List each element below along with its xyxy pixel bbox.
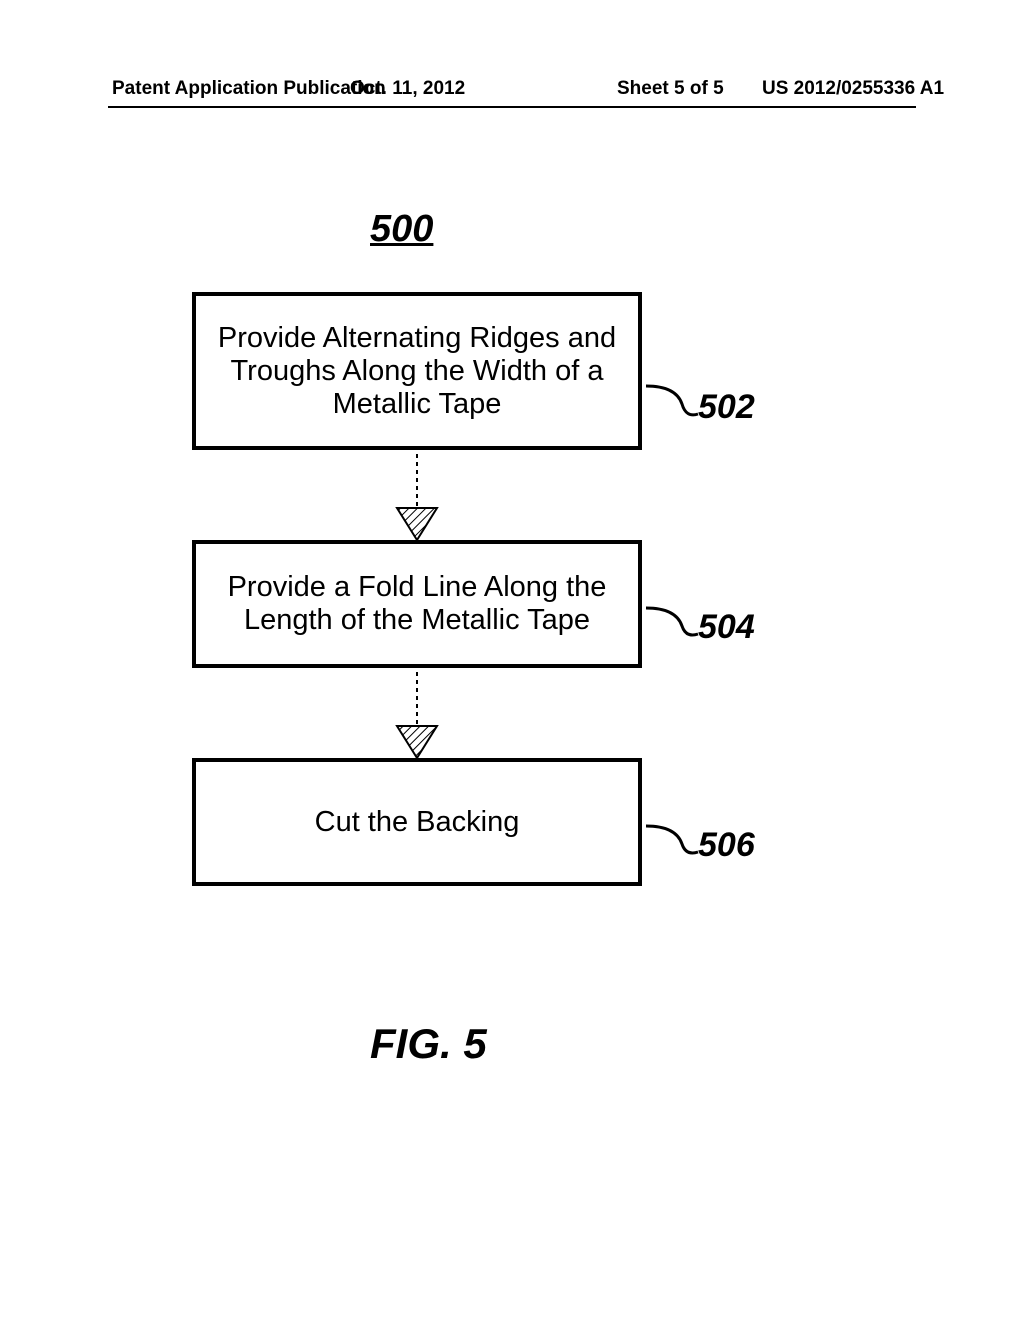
- arrow-2: [397, 672, 437, 758]
- figure-number: 500: [370, 208, 433, 251]
- flowchart-step-2: Provide a Fold Line Along the Length of …: [192, 540, 642, 668]
- figure-caption: FIG. 5: [370, 1020, 487, 1068]
- header-publication-number: US 2012/0255336 A1: [762, 78, 944, 100]
- header-rule: [108, 106, 916, 108]
- callout-506: [646, 826, 698, 853]
- header-publication-type: Patent Application Publication: [112, 78, 386, 100]
- ref-506: 506: [698, 826, 755, 865]
- callout-502: [646, 386, 698, 415]
- header-date: Oct. 11, 2012: [350, 78, 465, 100]
- flowchart-step-1: Provide Alternating Ridges and Troughs A…: [192, 292, 642, 450]
- ref-502: 502: [698, 388, 755, 427]
- callout-504: [646, 608, 698, 635]
- header-sheet: Sheet 5 of 5: [617, 78, 724, 100]
- flowchart-step-2-text: Provide a Fold Line Along the Length of …: [210, 571, 624, 637]
- ref-504: 504: [698, 608, 755, 647]
- arrow-1: [397, 454, 437, 540]
- flowchart-step-3: Cut the Backing: [192, 758, 642, 886]
- page: Patent Application Publication Oct. 11, …: [0, 0, 1024, 1320]
- flowchart-step-3-text: Cut the Backing: [315, 806, 520, 839]
- flowchart-step-1-text: Provide Alternating Ridges and Troughs A…: [210, 322, 624, 421]
